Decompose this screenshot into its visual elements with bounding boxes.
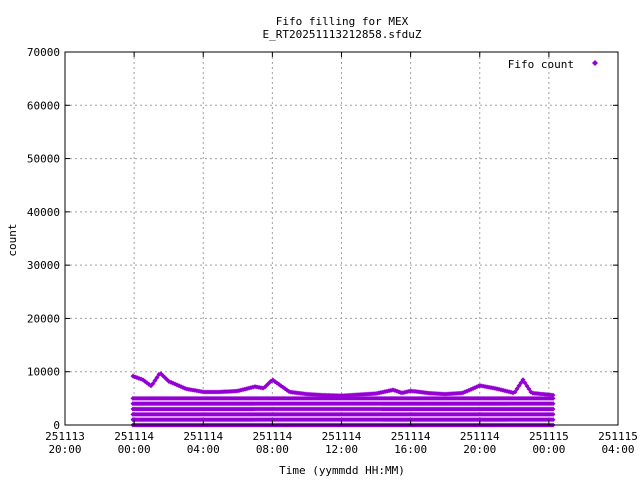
y-axis-label: count [6, 223, 19, 256]
x-tick-label-date: 251115 [598, 430, 638, 443]
data-points [130, 371, 556, 428]
x-tick-label-time: 16:00 [394, 443, 427, 456]
y-tick-label: 40000 [27, 206, 60, 219]
x-tick-label-time: 00:00 [532, 443, 565, 456]
x-tick-label-time: 12:00 [325, 443, 358, 456]
x-tick-label-date: 251114 [391, 430, 431, 443]
x-tick-label-date: 251114 [253, 430, 293, 443]
x-tick-label-date: 251114 [183, 430, 223, 443]
x-tick-label-time: 04:00 [187, 443, 220, 456]
x-tick-label-time: 04:00 [601, 443, 634, 456]
x-tick-label-date: 251115 [529, 430, 569, 443]
y-tick-label: 60000 [27, 99, 60, 112]
x-tick-label-time: 20:00 [48, 443, 81, 456]
axis-ticks: 25111320:0025111400:0025111404:002511140… [27, 46, 638, 456]
y-tick-label: 0 [53, 419, 60, 432]
x-axis-label: Time (yymmdd HH:MM) [279, 464, 405, 477]
chart-title-line-2: E_RT20251113212858.sfduZ [263, 28, 422, 41]
y-tick-label: 50000 [27, 153, 60, 166]
y-tick-label: 10000 [27, 366, 60, 379]
y-tick-label: 30000 [27, 259, 60, 272]
legend-label: Fifo count [508, 58, 574, 71]
series-points-fifo-count [130, 371, 556, 428]
grid-lines [65, 52, 618, 425]
y-tick-label: 70000 [27, 46, 60, 59]
x-tick-label-time: 08:00 [256, 443, 289, 456]
x-tick-label-date: 251114 [114, 430, 154, 443]
plot-frame [64, 51, 619, 426]
legend-marker [592, 60, 598, 66]
x-tick-label-time: 20:00 [463, 443, 496, 456]
x-tick-label-date: 251114 [322, 430, 362, 443]
legend: Fifo count [508, 58, 598, 71]
x-tick-label-time: 00:00 [118, 443, 151, 456]
chart-title-line-1: Fifo filling for MEX [276, 15, 409, 28]
x-tick-label-date: 251114 [460, 430, 500, 443]
y-tick-label: 20000 [27, 312, 60, 325]
x-tick-label-date: 251113 [45, 430, 85, 443]
